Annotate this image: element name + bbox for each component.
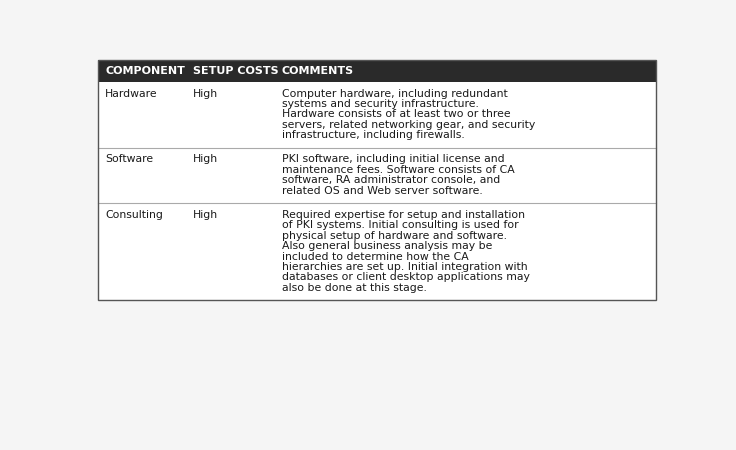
Text: SETUP COSTS: SETUP COSTS — [194, 66, 279, 76]
Text: Also general business analysis may be: Also general business analysis may be — [281, 241, 492, 251]
Text: infrastructure, including firewalls.: infrastructure, including firewalls. — [281, 130, 464, 140]
Text: related OS and Web server software.: related OS and Web server software. — [281, 186, 482, 196]
Text: Software: Software — [105, 154, 153, 165]
Text: PKI software, including initial license and: PKI software, including initial license … — [281, 154, 504, 165]
Text: COMPONENT: COMPONENT — [105, 66, 185, 76]
Bar — [98, 148, 657, 203]
Text: Hardware consists of at least two or three: Hardware consists of at least two or thr… — [281, 109, 510, 119]
Text: software, RA administrator console, and: software, RA administrator console, and — [281, 176, 500, 185]
Bar — [98, 60, 657, 82]
Text: databases or client desktop applications may: databases or client desktop applications… — [281, 272, 529, 282]
Text: also be done at this stage.: also be done at this stage. — [281, 283, 426, 293]
Text: included to determine how the CA: included to determine how the CA — [281, 252, 468, 261]
Text: High: High — [194, 89, 219, 99]
Text: Required expertise for setup and installation: Required expertise for setup and install… — [281, 210, 525, 220]
Text: High: High — [194, 154, 219, 165]
Text: of PKI systems. Initial consulting is used for: of PKI systems. Initial consulting is us… — [281, 220, 518, 230]
Text: Hardware: Hardware — [105, 89, 158, 99]
Text: Computer hardware, including redundant: Computer hardware, including redundant — [281, 89, 507, 99]
Bar — [98, 203, 657, 300]
Text: maintenance fees. Software consists of CA: maintenance fees. Software consists of C… — [281, 165, 514, 175]
Text: Consulting: Consulting — [105, 210, 163, 220]
Bar — [98, 60, 657, 300]
Text: High: High — [194, 210, 219, 220]
Text: physical setup of hardware and software.: physical setup of hardware and software. — [281, 231, 506, 241]
Text: systems and security infrastructure.: systems and security infrastructure. — [281, 99, 478, 109]
Text: servers, related networking gear, and security: servers, related networking gear, and se… — [281, 120, 535, 130]
Text: COMMENTS: COMMENTS — [281, 66, 353, 76]
Bar — [98, 82, 657, 148]
Text: hierarchies are set up. Initial integration with: hierarchies are set up. Initial integrat… — [281, 262, 527, 272]
